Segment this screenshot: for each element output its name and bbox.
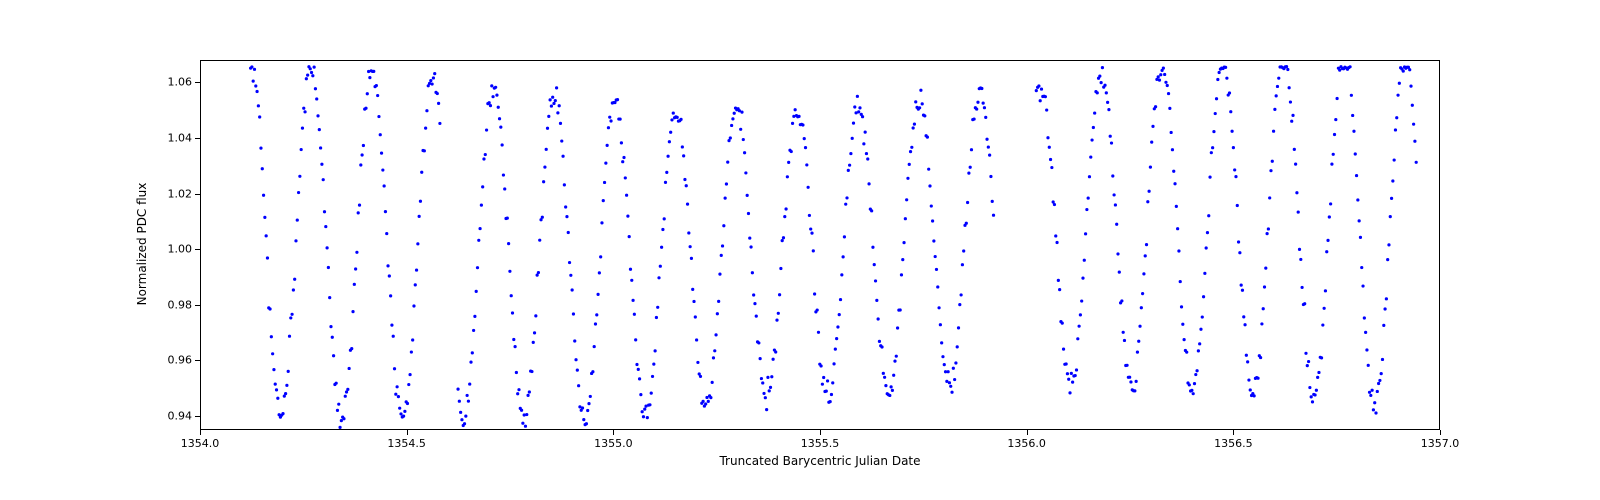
- x-tick: [200, 430, 201, 435]
- y-tick-label: 1.06: [160, 76, 192, 89]
- x-tick: [1027, 430, 1028, 435]
- x-tick-label: 1354.5: [387, 437, 426, 450]
- y-tick-label: 1.00: [160, 243, 192, 256]
- x-tick-label: 1356.5: [1214, 437, 1253, 450]
- y-tick-label: 0.94: [160, 410, 192, 423]
- y-tick: [195, 194, 200, 195]
- x-axis-label: Truncated Barycentric Julian Date: [200, 454, 1440, 468]
- x-tick-label: 1355.0: [594, 437, 633, 450]
- y-tick: [195, 360, 200, 361]
- x-tick-label: 1355.5: [801, 437, 840, 450]
- x-tick: [407, 430, 408, 435]
- y-tick: [195, 138, 200, 139]
- x-tick: [1440, 430, 1441, 435]
- y-axis-label: Normalized PDC flux: [135, 144, 149, 344]
- y-tick: [195, 416, 200, 417]
- x-tick-label: 1357.0: [1421, 437, 1460, 450]
- y-tick-label: 1.02: [160, 187, 192, 200]
- y-tick: [195, 249, 200, 250]
- x-tick: [613, 430, 614, 435]
- y-tick-label: 1.04: [160, 131, 192, 144]
- x-tick: [820, 430, 821, 435]
- y-tick: [195, 305, 200, 306]
- x-tick-label: 1354.0: [181, 437, 220, 450]
- plot-area: [200, 60, 1440, 430]
- x-tick: [1233, 430, 1234, 435]
- scatter-points: [201, 61, 1441, 431]
- y-tick: [195, 82, 200, 83]
- figure: 1354.0 1354.5 1355.0 1355.5 1356.0 1356.5 1357…: [0, 0, 1600, 500]
- y-tick-label: 0.96: [160, 354, 192, 367]
- y-tick-label: 0.98: [160, 298, 192, 311]
- x-tick-label: 1356.0: [1007, 437, 1046, 450]
